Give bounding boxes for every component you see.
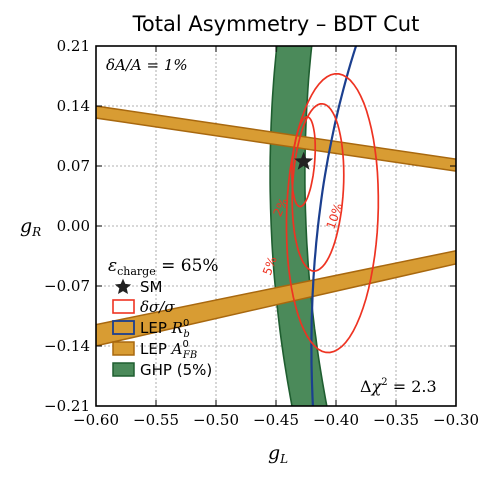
x-tick-label: −0.45 (253, 411, 299, 429)
legend-label-sm: SM (140, 278, 162, 296)
x-tick-label: −0.35 (373, 411, 419, 429)
legend-label-ghp: GHP (5%) (140, 361, 212, 379)
x-tick-label: −0.40 (313, 411, 359, 429)
y-tick-label: −0.07 (44, 277, 90, 295)
y-tick-label: −0.14 (44, 337, 90, 355)
contour-ring (285, 72, 380, 354)
afb-band-lower (96, 249, 456, 347)
annotation-delta-a: δA/A = 1% (106, 56, 188, 74)
x-tick-label: −0.55 (133, 411, 179, 429)
legend: SM δσ/σ LEP R0 b LEP A0 FB GHP (5%) (112, 278, 212, 379)
legend-marker-contour (112, 299, 135, 314)
x-tick-label: −0.60 (73, 411, 119, 429)
contour-label: 10% (324, 201, 346, 231)
legend-label-rb: LEP R0 b (140, 318, 190, 340)
contour-label: 5% (260, 254, 280, 277)
y-tick-label: 0.21 (57, 37, 90, 55)
x-axis-label: gL (268, 442, 288, 466)
legend-label-contour: δσ/σ (140, 298, 175, 316)
annotation-efficiency: εcharge = 65% (108, 256, 219, 278)
legend-marker-afb (112, 341, 135, 356)
afb-band-upper (96, 105, 456, 172)
y-tick-label: 0.14 (57, 97, 90, 115)
rb-curve (310, 46, 358, 406)
legend-label-afb: LEP A0 FB (140, 339, 197, 361)
x-tick-label: −0.50 (193, 411, 239, 429)
axis-ticks: −0.60 −0.55 −0.50 −0.45 −0.40 −0.35 −0.30 0.21 0… (44, 37, 479, 429)
contour-ring (291, 102, 345, 272)
x-tick-label: −0.30 (433, 411, 479, 429)
sm-star (294, 151, 314, 170)
y-tick-label: 0.00 (57, 217, 90, 235)
y-tick-label: 0.07 (57, 157, 90, 175)
y-tick-label: −0.21 (44, 397, 90, 415)
chart-title: Total Asymmetry – BDT Cut (132, 12, 420, 36)
sm-point-marker (294, 151, 314, 170)
legend-marker-ghp (112, 362, 135, 377)
delta-sigma-contours: 2%5%10% (260, 72, 380, 354)
legend-marker-sm (114, 278, 132, 294)
annotation-delta-chi2: Δχ2 = 2.3 (360, 377, 437, 396)
legend-marker-rb (112, 320, 135, 335)
y-axis-label: gR (20, 215, 41, 239)
